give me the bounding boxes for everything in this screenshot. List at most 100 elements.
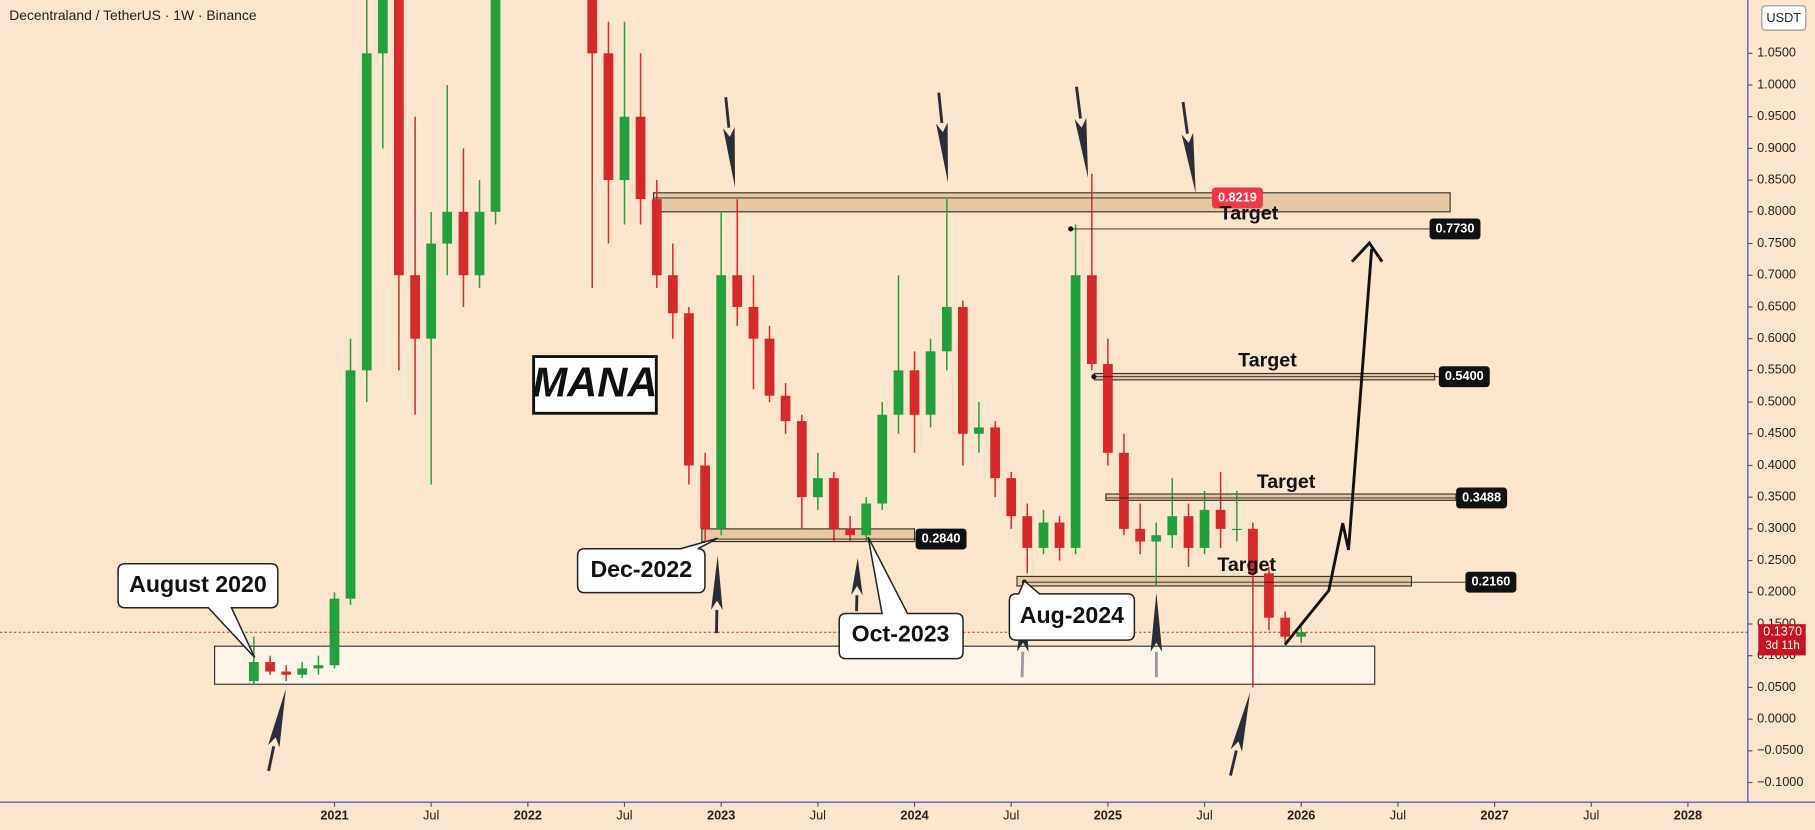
currency: USDT: [1766, 10, 1801, 25]
candle-body: [845, 528, 856, 536]
arrow-head: [1181, 132, 1196, 194]
y-tick-label: −0.1000: [1757, 774, 1803, 789]
arrow-head: [1074, 117, 1089, 179]
candle-body: [1183, 516, 1194, 548]
candle-body: [764, 338, 775, 396]
candle-body: [732, 275, 743, 307]
arrow-shaft: [1181, 101, 1189, 134]
level-label-box: [1429, 218, 1481, 240]
chart-title: Decentraland / TetherUS · 1W · Binance: [9, 7, 257, 23]
candle-body: [748, 306, 759, 339]
y-tick-label: 0.8500: [1757, 171, 1796, 186]
y-tick-label: 0.2500: [1757, 552, 1796, 567]
candle-body: [861, 503, 872, 536]
candle-body: [700, 465, 711, 529]
projection-head: [1350, 240, 1384, 263]
zone: [652, 192, 1451, 213]
y-tick-label: 0.0000: [1757, 710, 1796, 725]
y-tick-label: 0.2000: [1757, 584, 1796, 599]
target-label: Target: [1217, 554, 1276, 576]
target-label: Target: [1238, 349, 1297, 371]
y-tick-label: 0.4000: [1757, 457, 1796, 472]
callout-box: [576, 537, 719, 594]
projection: [1283, 240, 1384, 646]
candle-body: [265, 662, 275, 672]
arrow-shaft: [724, 97, 731, 128]
callout: Dec-2022: [590, 556, 692, 582]
candle-body: [716, 275, 727, 529]
candle-body: [909, 370, 920, 415]
level-label: 0.5400: [1445, 368, 1484, 383]
candle-body: [684, 313, 694, 466]
level-label-box: [1456, 487, 1508, 509]
y-tick-label: 0.5500: [1757, 362, 1796, 377]
y-tick-label: 0.9500: [1757, 108, 1796, 123]
level-label-box: [915, 528, 967, 550]
arrow-head: [1150, 592, 1163, 652]
x-tick-label: 2023: [707, 807, 735, 822]
zone: [1016, 575, 1413, 587]
level-label: 0.8219: [1218, 189, 1257, 204]
arrow-shaft: [937, 92, 944, 124]
x-tick-label: Jul: [1003, 807, 1019, 822]
last-price-label: 0.1370: [1763, 624, 1802, 639]
candle-body: [1231, 528, 1242, 531]
candle-body: [1135, 528, 1146, 542]
y-tick-label: 1.0500: [1757, 45, 1796, 60]
candle-body: [1280, 617, 1291, 637]
arrow-head: [268, 688, 286, 748]
y-tick-label: −0.0500: [1757, 742, 1803, 757]
candle-body: [313, 665, 324, 669]
callout: August 2020: [129, 571, 267, 597]
x-tick-label: Jul: [616, 807, 632, 822]
candle-body: [1215, 509, 1226, 529]
level-label-box: [1438, 366, 1490, 388]
candle-body: [1038, 522, 1049, 548]
candle-body: [893, 370, 904, 415]
arrow-shaft: [1075, 86, 1082, 119]
y-tick-label: 0.6000: [1757, 330, 1796, 345]
arrow-head: [723, 127, 736, 188]
x-tick-label: Jul: [1583, 807, 1599, 822]
candle-body: [297, 668, 308, 675]
candle-body: [877, 414, 888, 504]
x-tick-label: 2026: [1287, 807, 1315, 822]
candle-body: [458, 211, 469, 276]
candle-body: [603, 53, 614, 181]
candle-body: [587, 0, 598, 54]
callout: Oct-2023: [852, 621, 950, 647]
candle-body: [426, 243, 437, 339]
symbol-box: [532, 355, 658, 415]
candle-body: [635, 116, 646, 200]
zone: [701, 528, 916, 543]
x-tick-label: 2022: [514, 807, 542, 822]
y-tick-label: 0.9000: [1757, 140, 1796, 155]
projection-path: [1283, 248, 1374, 646]
level-label: 0.3488: [1462, 489, 1501, 504]
level-label: 0.7730: [1436, 220, 1475, 235]
x-tick-label: Jul: [810, 807, 826, 822]
candle-body: [990, 427, 1001, 479]
y-tick-label: 0.7000: [1757, 267, 1796, 282]
candle-body: [957, 306, 968, 434]
candle-body: [490, 0, 501, 212]
y-tick-label: 0.3500: [1757, 489, 1796, 504]
level-label-box: [1465, 571, 1517, 593]
candle-body: [1070, 275, 1081, 548]
candle-body: [941, 306, 952, 352]
axes: −0.1000−0.05000.00000.05000.10000.15000.…: [320, 45, 1806, 822]
candle-body: [410, 275, 420, 339]
candle-body: [1264, 573, 1274, 618]
candle-body: [925, 351, 936, 415]
candle-body: [1006, 478, 1017, 517]
candle-body: [796, 421, 807, 498]
zone: [1105, 493, 1457, 501]
x-tick-label: 2025: [1094, 807, 1122, 822]
candle-body: [248, 662, 259, 682]
symbol: MANA: [532, 358, 657, 405]
candle-body: [1151, 535, 1162, 542]
y-tick-label: 0.7500: [1757, 235, 1796, 250]
levels: 0.8219 0.7730 0.5400 0.3488 0.2840 0.2160: [0, 187, 1748, 633]
level-label: 0.2160: [1471, 574, 1510, 589]
y-tick-label: 0.4500: [1757, 425, 1796, 440]
